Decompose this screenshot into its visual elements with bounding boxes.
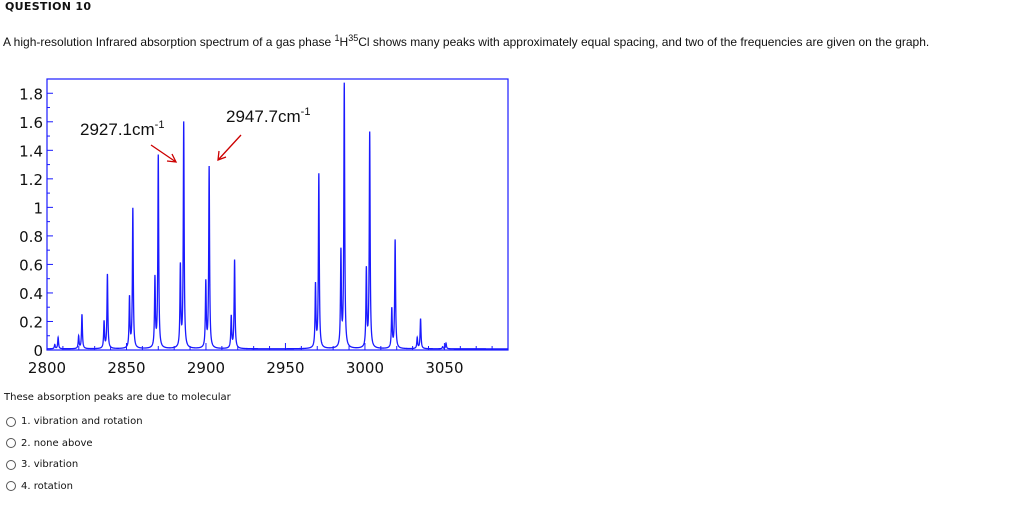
arrow-to-2947-peak (217, 134, 242, 161)
y-axis-ticks: 0 0.2 0.4 0.6 0.8 1 1.2 1.4 1.6 1.8 (19, 78, 53, 360)
arrow-to-2927-peak (150, 144, 178, 163)
annotation-2-text: 2947.7cm (226, 107, 301, 126)
y-tick-label: 0.2 (19, 313, 43, 331)
radio-button[interactable] (6, 416, 16, 427)
x-tick-label: 3000 (346, 359, 384, 377)
y-tick-label: 0 (33, 342, 43, 360)
y-tick-label: 1.2 (19, 171, 43, 189)
question-title: QUESTION 10 (5, 0, 92, 13)
option-none-above[interactable]: 2. none above (6, 433, 143, 455)
annotation-label-2: 2947.7cm-1 (226, 106, 310, 126)
option-label: 2. none above (21, 437, 93, 449)
annotation-2-sup: -1 (301, 106, 311, 118)
annotation-1-sup: -1 (155, 119, 165, 131)
y-tick-label: 0.4 (19, 285, 43, 303)
hydrogen-symbol: H (339, 35, 349, 49)
ir-spectrum-chart: 00.20.40.60.811.21.41.61.8 2800 2850 2900 2… (19, 78, 509, 377)
spectrum-chart-container: 0 0.2 0.4 0.6 0.8 1 1.2 1.4 1.6 1.8 2800 2850 2900 2… (0, 78, 520, 378)
y-tick-label: 1.4 (19, 142, 43, 160)
x-axis-ticks: 2800 2850 2900 2950 3000 3050 (28, 343, 493, 377)
hydrogen-isotope-number: 1 (334, 33, 340, 43)
y-tick-label: 1 (33, 199, 43, 217)
x-tick-label: 2850 (107, 359, 145, 377)
option-label: 1. vibration and rotation (21, 416, 143, 428)
question-prompt: These absorption peaks are due to molecu… (4, 392, 231, 403)
answer-options: 1. vibration and rotation 2. none above … (6, 411, 143, 497)
y-tick-label: 1.6 (19, 114, 43, 132)
option-rotation[interactable]: 4. rotation (6, 476, 143, 498)
y-tick-label: 0.8 (19, 228, 43, 246)
radio-button[interactable] (6, 438, 16, 449)
question-text-end: Cl shows many peaks with approximately e… (358, 35, 930, 49)
annotation-label-1: 2927.1cm-1 (80, 119, 164, 139)
y-tick-label: 0.6 (19, 256, 43, 274)
spectrum-line (47, 82, 508, 350)
annotation-1-text: 2927.1cm (80, 120, 155, 139)
x-tick-label: 2900 (187, 359, 225, 377)
radio-button[interactable] (6, 459, 16, 470)
question-text: A high-resolution Infrared absorption sp… (3, 31, 1003, 50)
x-tick-label: 2800 (28, 359, 66, 377)
plot-frame (46, 78, 509, 351)
x-tick-label: 2950 (266, 359, 304, 377)
x-tick-label: 3050 (425, 359, 463, 377)
option-vibration-and-rotation[interactable]: 1. vibration and rotation (6, 411, 143, 433)
chlorine-isotope-number: 35 (348, 33, 359, 43)
y-tick-label: 1.8 (19, 85, 43, 103)
question-text-start: A high-resolution Infrared absorption sp… (3, 35, 335, 49)
radio-button[interactable] (6, 481, 16, 492)
option-vibration[interactable]: 3. vibration (6, 454, 143, 476)
option-label: 3. vibration (21, 459, 79, 471)
option-label: 4. rotation (21, 480, 73, 492)
